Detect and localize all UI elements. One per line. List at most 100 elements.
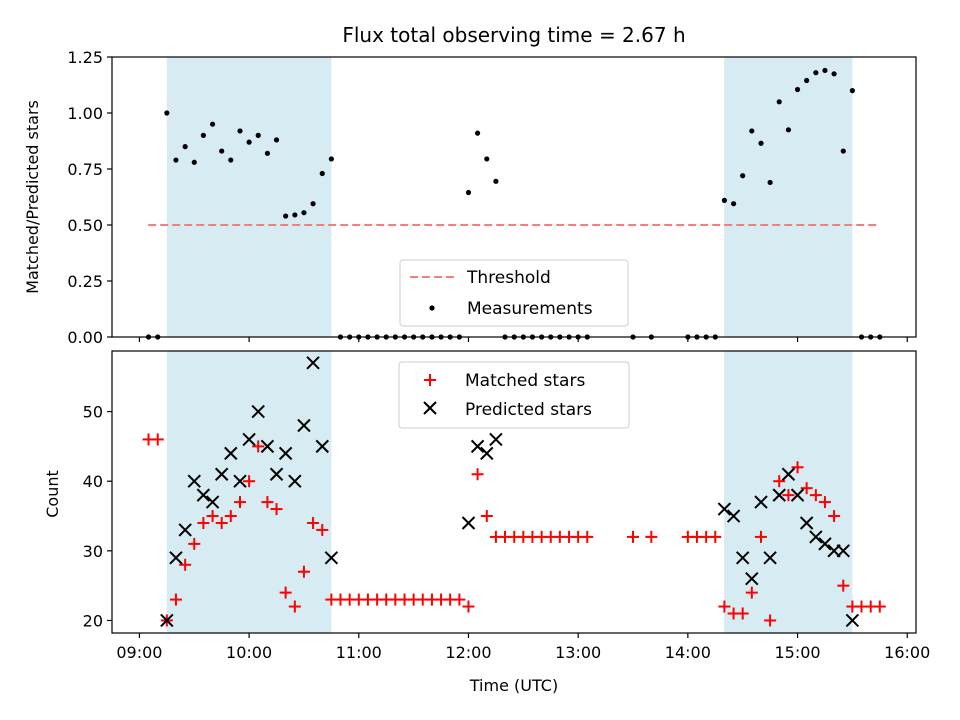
matched-star-marker xyxy=(206,510,219,523)
x-tick-label: 16:00 xyxy=(884,643,930,662)
top-legend-frame xyxy=(399,259,629,327)
predicted-star-marker xyxy=(461,516,476,530)
predicted-star-marker xyxy=(242,432,256,447)
predicted-star-marker xyxy=(297,418,311,433)
predicted-star-marker xyxy=(196,488,211,502)
matched-star-marker xyxy=(453,593,466,606)
measurement-point xyxy=(758,140,764,146)
measurement-point xyxy=(776,99,782,105)
matched-star-marker xyxy=(151,433,164,446)
top-y-tick-label: 1.00 xyxy=(67,104,103,123)
x-tick-label: 15:00 xyxy=(774,643,820,662)
measurement-point xyxy=(740,173,746,179)
bottom-shaded-interval xyxy=(166,351,332,633)
matched-star-marker xyxy=(837,579,850,592)
top-panel: 0.00 0.25 0.50 0.75 1.00 1.25 Matched/Predict… xyxy=(23,48,917,347)
x-tick-label: 10:00 xyxy=(226,643,272,662)
matched-star-marker xyxy=(773,475,786,488)
matched-star-marker xyxy=(809,489,822,502)
predicted-star-marker xyxy=(489,432,503,447)
matched-star-marker xyxy=(800,482,813,495)
measurement-point xyxy=(794,86,801,93)
top-y-tick-label: 1.25 xyxy=(67,48,103,67)
measurement-point xyxy=(484,156,490,162)
matched-star-marker xyxy=(718,600,731,613)
predicted-star-marker xyxy=(799,516,814,530)
predicted-star-marker xyxy=(754,495,768,509)
measurement-point xyxy=(246,139,252,145)
matched-star-marker xyxy=(709,530,722,543)
predicted-star-marker xyxy=(214,467,229,481)
predicted-star-marker xyxy=(187,474,201,488)
measurement-point xyxy=(200,132,206,138)
legend-threshold-label: Threshold xyxy=(466,268,551,288)
matched-star-marker xyxy=(316,523,329,536)
matched-star-marker xyxy=(270,503,283,516)
matched-star-marker xyxy=(818,496,831,509)
top-shaded-interval xyxy=(724,57,853,337)
legend-measurements-label: Measurements xyxy=(467,299,593,319)
x-tick-label: 14:00 xyxy=(665,643,711,662)
bottom-y-tick-label: 40 xyxy=(83,472,103,491)
measurement-point xyxy=(730,201,737,207)
measurement-point xyxy=(228,157,234,163)
legend-matched-label: Matched stars xyxy=(465,371,585,391)
measurement-point xyxy=(264,150,271,156)
matched-star-marker xyxy=(745,586,758,599)
legend-predicted-swatch xyxy=(423,401,437,415)
top-y-tick-label: 0.00 xyxy=(67,328,103,347)
measurement-point xyxy=(209,121,216,127)
measurement-point xyxy=(822,67,828,74)
measurement-point xyxy=(767,179,773,186)
matched-star-marker xyxy=(288,600,301,613)
matched-star-marker xyxy=(169,593,182,606)
predicted-star-marker xyxy=(205,495,220,509)
bottom-legend-frame xyxy=(398,361,630,429)
predicted-star-marker xyxy=(818,537,832,551)
predicted-star-marker xyxy=(735,551,750,565)
matched-star-marker xyxy=(627,530,640,543)
chart-title: Flux total observing time = 2.67 h xyxy=(342,23,685,47)
top-y-tick-label: 0.50 xyxy=(67,216,103,235)
matched-star-marker xyxy=(261,496,274,509)
predicted-star-marker xyxy=(745,571,759,586)
legend-predicted-label: Predicted stars xyxy=(465,400,592,420)
measurement-point xyxy=(310,201,316,207)
measurement-point xyxy=(493,178,499,184)
x-tick-label: 11:00 xyxy=(336,643,382,662)
x-tick-label: 09:00 xyxy=(116,643,162,662)
predicted-star-marker xyxy=(324,551,339,565)
predicted-star-marker xyxy=(224,446,238,461)
measurement-point xyxy=(237,128,243,134)
bottom-y-tick-label: 20 xyxy=(83,611,103,630)
predicted-star-marker xyxy=(763,551,777,565)
predicted-star-marker xyxy=(480,446,494,461)
measurement-point xyxy=(182,144,188,150)
measurement-point xyxy=(785,127,792,133)
top-axes-frame xyxy=(111,56,917,338)
predicted-star-marker xyxy=(251,404,265,419)
matched-star-marker xyxy=(581,530,594,543)
matched-star-marker xyxy=(755,530,768,543)
bottom-axes-frame xyxy=(111,350,917,634)
measurement-point xyxy=(465,189,472,196)
bottom-y-tick-label: 50 xyxy=(83,403,103,422)
predicted-star-marker xyxy=(288,474,302,488)
bottom-panel: 20 30 40 50 09:00 10:00 11:00 12:00 13:00 14:00 15… xyxy=(43,350,930,695)
measurement-point xyxy=(219,148,225,154)
matched-star-marker xyxy=(234,496,247,509)
predicted-star-marker xyxy=(169,551,183,565)
legend-measurements-swatch xyxy=(429,305,435,311)
measurement-point xyxy=(831,71,837,77)
measurement-point xyxy=(283,213,289,219)
matched-star-marker xyxy=(243,475,256,488)
measurement-point xyxy=(721,197,727,203)
measurement-point xyxy=(328,156,334,162)
legend-matched-swatch xyxy=(424,374,436,386)
measurement-point xyxy=(301,210,307,216)
matched-star-marker xyxy=(791,461,804,474)
measurement-point xyxy=(164,110,170,116)
matched-star-marker xyxy=(215,516,228,529)
top-y-tick-label: 0.25 xyxy=(67,272,103,291)
matched-star-marker xyxy=(782,489,795,502)
